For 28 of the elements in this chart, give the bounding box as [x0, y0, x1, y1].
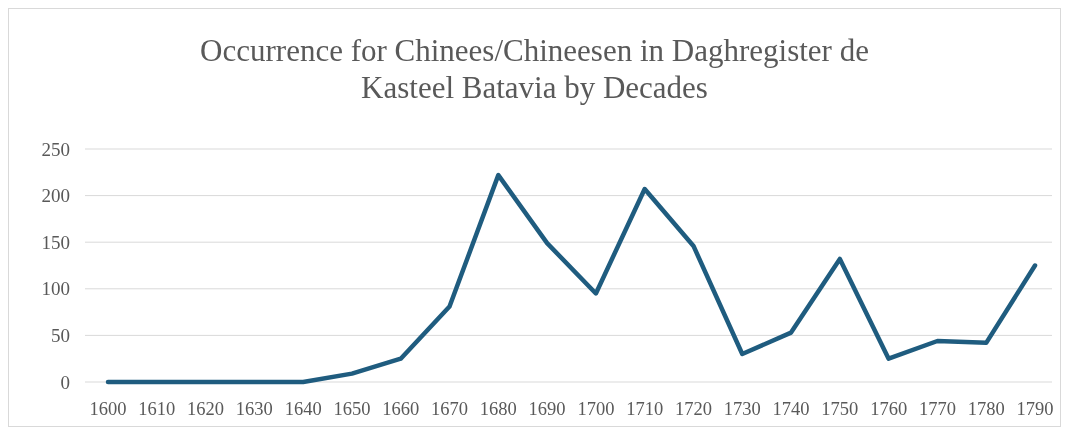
x-tick-label: 1640	[284, 399, 322, 419]
y-tick-label: 150	[41, 231, 70, 253]
x-tick-label: 1600	[89, 399, 127, 419]
x-tick-label: 1650	[333, 399, 371, 419]
x-tick-label: 1750	[821, 399, 859, 419]
line-series	[105, 172, 1038, 385]
x-tick-label: 1700	[577, 399, 615, 419]
y-tick-label: 200	[41, 185, 70, 207]
x-tick-label: 1780	[967, 399, 1005, 419]
x-tick-label: 1690	[528, 399, 566, 419]
x-tick-label: 1620	[187, 399, 225, 419]
x-tick-label: 1610	[138, 399, 176, 419]
x-tick-label: 1730	[723, 399, 761, 419]
y-tick-label: 0	[60, 371, 70, 393]
y-tick-label: 50	[51, 325, 70, 347]
x-tick-label: 1720	[674, 399, 712, 419]
x-tick-label: 1660	[382, 399, 420, 419]
x-tick-label: 1760	[870, 399, 908, 419]
x-tick-label: 1740	[772, 399, 810, 419]
x-tick-label: 1790	[1016, 399, 1054, 419]
y-tick-label: 250	[41, 138, 70, 160]
x-tick-label: 1710	[626, 399, 664, 419]
chart-title: Occurrence for Chinees/Chineesen in Daghregister de Kasteel Batavia by Decades	[200, 33, 869, 105]
y-tick-label: 100	[41, 278, 70, 300]
x-tick-label: 1680	[479, 399, 517, 419]
x-tick-label: 1670	[431, 399, 469, 419]
x-tick-label: 1770	[918, 399, 956, 419]
x-tick-label: 1630	[235, 399, 273, 419]
